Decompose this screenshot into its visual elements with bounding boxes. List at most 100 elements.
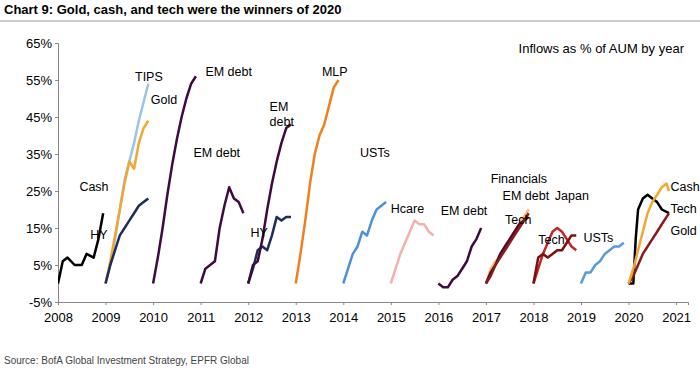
x-tick-label: 2019 — [567, 310, 596, 325]
x-tick: 2020 — [615, 302, 644, 325]
series-label: EM debt — [503, 189, 550, 203]
x-axis-line — [59, 303, 689, 306]
y-tick-mark — [55, 191, 58, 192]
series-line — [533, 228, 576, 284]
series-label: Cash — [79, 180, 108, 194]
y-tick-mark — [55, 302, 58, 303]
series-line — [106, 84, 149, 284]
x-tick-label: 2014 — [329, 310, 358, 325]
x-tick-mark — [153, 302, 154, 305]
series-label: HY — [251, 226, 269, 240]
x-tick-mark — [676, 302, 677, 305]
x-tick-mark — [486, 302, 487, 305]
y-tick-mark — [55, 265, 58, 266]
x-tick: 2015 — [377, 302, 406, 325]
y-tick-label: 65% — [26, 36, 52, 51]
x-tick-label: 2011 — [187, 310, 215, 325]
series-line — [438, 228, 481, 287]
series-line — [201, 187, 244, 283]
x-axis: 2008 2009 2010 2011 2012 2013 2014 2015 2016 2017… — [44, 302, 691, 325]
series-label: Financials — [491, 172, 547, 186]
series-label: Hcare — [391, 202, 424, 216]
x-tick-mark — [106, 302, 107, 305]
x-tick-mark — [58, 302, 59, 305]
x-tick-mark — [248, 302, 249, 305]
x-tick: 2018 — [520, 302, 549, 325]
x-tick-label: 2020 — [615, 310, 644, 325]
y-tick: 15% — [26, 221, 58, 236]
y-tick-label: 45% — [26, 110, 52, 125]
x-tick: 2019 — [567, 302, 596, 325]
series-label: Tech — [538, 233, 564, 247]
lines — [58, 76, 669, 287]
series-label: HY — [90, 228, 108, 242]
series-label: Tech — [670, 202, 696, 216]
series-label: USTs — [360, 146, 390, 160]
title: Chart 9: Gold, cash, and tech were the w… — [4, 2, 341, 17]
series-label: Japan — [555, 189, 589, 203]
series-line — [153, 76, 196, 283]
source: Source: BofA Global Investment Strategy,… — [4, 355, 249, 366]
series-line — [248, 124, 291, 283]
series-line — [296, 80, 339, 284]
x-tick: 2016 — [424, 302, 453, 325]
x-tick-label: 2015 — [377, 310, 406, 325]
y-tick-mark — [55, 228, 58, 229]
y-tick-mark — [55, 43, 58, 44]
x-tick-label: 2008 — [44, 310, 73, 325]
chart: Chart 9: Gold, cash, and tech were the w… — [0, 0, 700, 371]
y-tick-mark — [55, 80, 58, 81]
x-tick-mark — [438, 302, 439, 305]
x-tick-label: 2018 — [520, 310, 549, 325]
y-tick: 55% — [26, 73, 58, 88]
series-label: EMdebt — [270, 100, 295, 129]
y-tick: 25% — [26, 184, 58, 199]
y-axis-line — [55, 44, 59, 303]
series-line — [106, 121, 149, 284]
x-tick-label: 2013 — [282, 310, 311, 325]
x-tick-mark — [343, 302, 344, 305]
x-tick: 2012 — [234, 302, 263, 325]
y-tick-label: -5% — [29, 295, 53, 310]
y-tick-label: 25% — [26, 184, 52, 199]
y-tick-mark — [55, 154, 58, 155]
x-tick: 2021 — [662, 302, 691, 325]
series-line — [629, 184, 669, 284]
x-tick-mark — [581, 302, 582, 305]
series-label: EM debt — [441, 204, 488, 218]
x-tick-mark — [533, 302, 534, 305]
y-tick-label: 15% — [26, 221, 52, 236]
x-tick-label: 2017 — [472, 310, 501, 325]
series-label: USTs — [583, 231, 613, 245]
y-tick-label: 35% — [26, 147, 52, 162]
series-label: TIPS — [135, 70, 163, 84]
x-tick-label: 2010 — [139, 310, 168, 325]
series-label: Cash — [670, 180, 699, 194]
annotation: Inflows as % of AUM by year — [519, 41, 685, 56]
x-tick-mark — [201, 302, 202, 305]
series-line — [391, 221, 434, 284]
y-tick: -5% — [29, 295, 58, 310]
series-label: MLP — [322, 65, 348, 79]
series-label: EM debt — [194, 146, 241, 160]
x-tick: 2009 — [92, 302, 121, 325]
series-label: Tech — [505, 213, 531, 227]
title-rule — [0, 21, 700, 22]
series-label: Gold — [151, 93, 177, 107]
x-tick: 2014 — [329, 302, 358, 325]
y-tick-label: 5% — [33, 258, 52, 273]
x-tick: 2011 — [187, 302, 215, 325]
y-tick: 5% — [33, 258, 58, 273]
series-line — [629, 213, 669, 283]
series-line — [248, 217, 291, 284]
x-tick-label: 2021 — [662, 310, 691, 325]
x-tick-mark — [629, 302, 630, 305]
y-tick: 65% — [26, 36, 58, 51]
series-label: EM debt — [205, 65, 252, 79]
y-tick-mark — [55, 117, 58, 118]
x-tick: 2010 — [139, 302, 168, 325]
y-tick: 35% — [26, 147, 58, 162]
x-tick-label: 2012 — [234, 310, 263, 325]
x-tick-mark — [391, 302, 392, 305]
series-labels: Cash TIPS Gold HY EM debt EM debt HY EMdebt MLP U… — [79, 65, 699, 247]
